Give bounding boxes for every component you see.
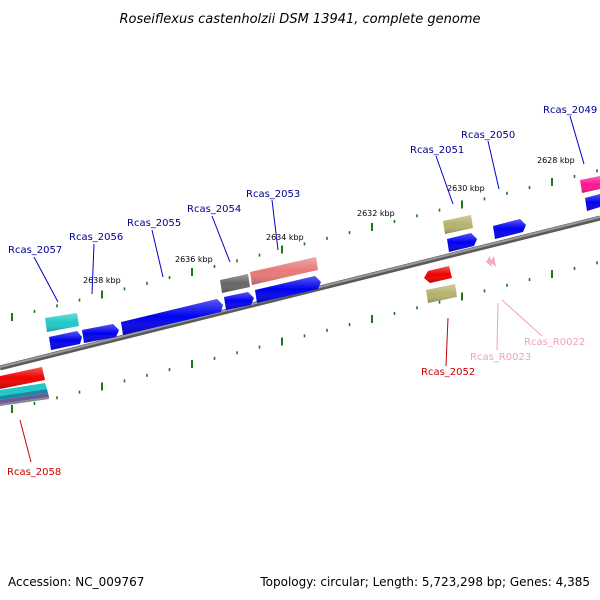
label-rcas-r0022: Rcas_R0022 (524, 337, 585, 348)
upper-tick-row (11, 169, 598, 321)
gene-stack-gray[interactable] (0, 397, 49, 406)
label-rcas-2053: Rcas_2053 (246, 189, 300, 200)
leader-lines (19, 115, 585, 463)
label-rcas-2058: Rcas_2058 (7, 467, 61, 478)
scale-labels: 2638 kbp 2636 kbp 2634 kbp 2632 kbp 2630… (83, 156, 575, 285)
label-rcas-2056: Rcas_2056 (69, 232, 123, 243)
gene-stack-teal[interactable] (0, 389, 48, 400)
gene-blue-2053-inner[interactable] (255, 276, 321, 303)
scale-label-2634: 2634 kbp (266, 233, 304, 242)
label-rcas-2049: Rcas_2049 (543, 105, 597, 116)
scale-label-2632: 2632 kbp (357, 209, 395, 218)
gene-rcas-2053[interactable] (250, 257, 318, 285)
gene-rcas-2055[interactable] (121, 299, 223, 335)
gene-rcas-2056[interactable] (82, 324, 119, 343)
gene-blue-2051-inner[interactable] (447, 233, 477, 252)
label-rcas-2055: Rcas_2055 (127, 218, 181, 229)
gene-rcas-2051[interactable] (443, 215, 473, 234)
gene-rcas-2049[interactable] (580, 176, 600, 193)
label-rcas-2054: Rcas_2054 (187, 204, 241, 215)
label-rcas-2051: Rcas_2051 (410, 145, 464, 156)
gene-rcas-r0022[interactable] (490, 256, 496, 267)
gene-rcas-r0023[interactable] (486, 256, 492, 267)
gene-labels: Rcas_2049 Rcas_2050 Rcas_2051 Rcas_2053 … (7, 105, 597, 478)
gene-stack-purple[interactable] (0, 393, 49, 404)
gene-features (0, 176, 600, 406)
gene-blue-1[interactable] (49, 331, 82, 350)
gene-rcas-2057[interactable] (45, 313, 79, 332)
gene-rcas-2054[interactable] (220, 274, 250, 293)
gene-rcas-2052[interactable] (424, 266, 452, 283)
label-rcas-2052: Rcas_2052 (421, 367, 475, 378)
gene-blue-2054-inner[interactable] (224, 292, 254, 310)
accession-text: Accession: NC_009767 (8, 575, 144, 589)
scale-label-2628: 2628 kbp (537, 156, 575, 165)
scale-label-2630: 2630 kbp (447, 184, 485, 193)
scale-label-2638: 2638 kbp (83, 276, 121, 285)
gene-stack-cyan[interactable] (0, 383, 47, 396)
map-title: Roseiflexus castenholzii DSM 13941, comp… (120, 12, 481, 27)
label-rcas-2057: Rcas_2057 (8, 245, 62, 256)
gene-olive-minus[interactable] (426, 284, 457, 303)
label-rcas-2050: Rcas_2050 (461, 130, 515, 141)
gene-blue-2049-inner[interactable] (585, 194, 600, 211)
gene-rcas-2058[interactable] (0, 367, 45, 389)
lower-tick-row (11, 261, 598, 413)
topology-text: Topology: circular; Length: 5,723,298 bp… (259, 575, 590, 589)
label-rcas-r0023: Rcas_R0023 (470, 352, 531, 363)
scale-label-2636: 2636 kbp (175, 255, 213, 264)
gene-rcas-2050[interactable] (493, 219, 526, 239)
